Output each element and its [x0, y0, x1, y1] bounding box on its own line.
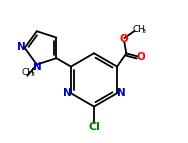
Text: N: N	[33, 62, 42, 72]
Text: N: N	[117, 88, 125, 98]
Text: 3: 3	[31, 72, 35, 77]
Text: N: N	[63, 88, 71, 98]
Text: N: N	[17, 42, 26, 52]
Text: O: O	[136, 52, 145, 62]
Text: Cl: Cl	[88, 122, 100, 132]
Text: CH: CH	[133, 25, 146, 34]
Text: 3: 3	[142, 29, 146, 34]
Text: O: O	[119, 34, 128, 44]
Text: CH: CH	[21, 68, 34, 77]
